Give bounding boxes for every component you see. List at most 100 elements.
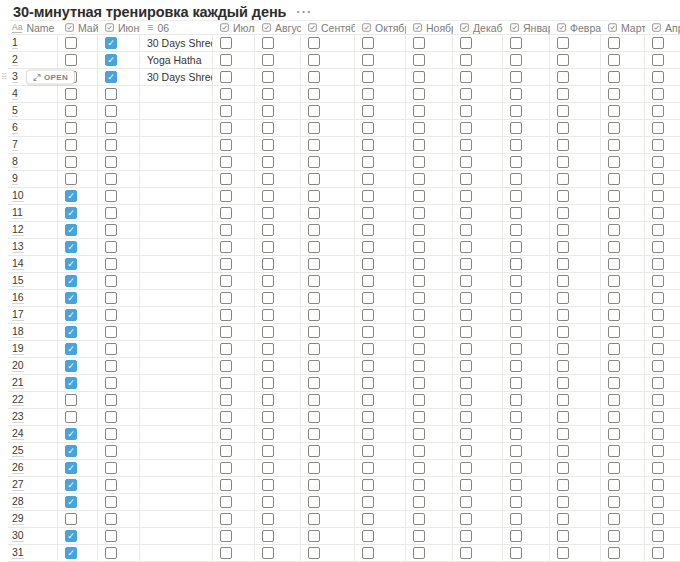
column-header-4[interactable]: Июль: [213, 21, 255, 34]
checkbox-unchecked[interactable]: [413, 224, 425, 236]
checkbox-unchecked[interactable]: [220, 326, 232, 338]
name-cell[interactable]: 6: [8, 120, 58, 136]
checkbox-unchecked[interactable]: [557, 139, 569, 151]
checkbox-unchecked[interactable]: [460, 241, 472, 253]
checkbox-unchecked[interactable]: [413, 547, 425, 559]
checkbox-unchecked[interactable]: [652, 462, 664, 474]
checkbox-unchecked[interactable]: [413, 513, 425, 525]
checkbox-unchecked[interactable]: [262, 190, 274, 202]
checkbox-unchecked[interactable]: [105, 326, 117, 338]
checkbox-unchecked[interactable]: [557, 105, 569, 117]
checkbox-unchecked[interactable]: [362, 105, 374, 117]
checkbox-unchecked[interactable]: [510, 88, 522, 100]
cell-text[interactable]: [140, 171, 213, 187]
checkbox-unchecked[interactable]: [262, 530, 274, 542]
checkbox-checked[interactable]: [65, 309, 77, 321]
checkbox-unchecked[interactable]: [262, 360, 274, 372]
checkbox-unchecked[interactable]: [413, 258, 425, 270]
checkbox-unchecked[interactable]: [608, 241, 620, 253]
checkbox-unchecked[interactable]: [460, 343, 472, 355]
checkbox-unchecked[interactable]: [105, 258, 117, 270]
checkbox-unchecked[interactable]: [460, 530, 472, 542]
checkbox-unchecked[interactable]: [308, 377, 320, 389]
page-options-icon[interactable]: ···: [296, 7, 312, 17]
checkbox-unchecked[interactable]: [308, 547, 320, 559]
checkbox-unchecked[interactable]: [608, 394, 620, 406]
checkbox-unchecked[interactable]: [308, 105, 320, 117]
checkbox-unchecked[interactable]: [362, 530, 374, 542]
checkbox-unchecked[interactable]: [608, 343, 620, 355]
checkbox-unchecked[interactable]: [608, 496, 620, 508]
checkbox-unchecked[interactable]: [608, 207, 620, 219]
name-cell[interactable]: 31: [8, 545, 58, 561]
checkbox-unchecked[interactable]: [362, 241, 374, 253]
checkbox-unchecked[interactable]: [362, 173, 374, 185]
checkbox-unchecked[interactable]: [510, 156, 522, 168]
checkbox-unchecked[interactable]: [460, 173, 472, 185]
checkbox-unchecked[interactable]: [308, 173, 320, 185]
name-cell[interactable]: 22: [8, 392, 58, 408]
checkbox-checked[interactable]: [65, 241, 77, 253]
row-title[interactable]: 30: [12, 530, 24, 542]
row-title[interactable]: 2: [12, 54, 18, 66]
checkbox-unchecked[interactable]: [608, 309, 620, 321]
name-cell[interactable]: 14: [8, 256, 58, 272]
row-title[interactable]: 14: [12, 258, 24, 270]
checkbox-unchecked[interactable]: [220, 377, 232, 389]
checkbox-unchecked[interactable]: [308, 88, 320, 100]
checkbox-unchecked[interactable]: [308, 309, 320, 321]
name-cell[interactable]: 24: [8, 426, 58, 442]
checkbox-unchecked[interactable]: [413, 71, 425, 83]
checkbox-unchecked[interactable]: [308, 292, 320, 304]
checkbox-unchecked[interactable]: [460, 479, 472, 491]
cell-text[interactable]: Yoga Hatha: [140, 52, 213, 68]
checkbox-unchecked[interactable]: [220, 207, 232, 219]
checkbox-unchecked[interactable]: [105, 173, 117, 185]
checkbox-unchecked[interactable]: [220, 71, 232, 83]
name-cell[interactable]: 23: [8, 409, 58, 425]
checkbox-unchecked[interactable]: [460, 54, 472, 66]
name-cell[interactable]: 26: [8, 460, 58, 476]
checkbox-unchecked[interactable]: [105, 105, 117, 117]
checkbox-unchecked[interactable]: [510, 275, 522, 287]
checkbox-unchecked[interactable]: [413, 496, 425, 508]
checkbox-unchecked[interactable]: [608, 445, 620, 457]
checkbox-unchecked[interactable]: [510, 224, 522, 236]
checkbox-unchecked[interactable]: [262, 258, 274, 270]
checkbox-unchecked[interactable]: [105, 190, 117, 202]
checkbox-unchecked[interactable]: [362, 496, 374, 508]
checkbox-unchecked[interactable]: [262, 139, 274, 151]
checkbox-unchecked[interactable]: [105, 139, 117, 151]
checkbox-unchecked[interactable]: [262, 394, 274, 406]
checkbox-unchecked[interactable]: [220, 88, 232, 100]
checkbox-unchecked[interactable]: [262, 173, 274, 185]
row-title[interactable]: 25: [12, 445, 24, 457]
name-cell[interactable]: 13: [8, 239, 58, 255]
name-cell[interactable]: 17: [8, 307, 58, 323]
checkbox-unchecked[interactable]: [220, 37, 232, 49]
checkbox-unchecked[interactable]: [308, 496, 320, 508]
checkbox-checked[interactable]: [65, 207, 77, 219]
name-cell[interactable]: 20: [8, 358, 58, 374]
checkbox-unchecked[interactable]: [262, 479, 274, 491]
cell-text[interactable]: [140, 528, 213, 544]
checkbox-unchecked[interactable]: [652, 547, 664, 559]
row-title[interactable]: 18: [12, 326, 24, 338]
checkbox-unchecked[interactable]: [220, 394, 232, 406]
checkbox-unchecked[interactable]: [262, 122, 274, 134]
checkbox-unchecked[interactable]: [308, 190, 320, 202]
checkbox-unchecked[interactable]: [105, 88, 117, 100]
checkbox-unchecked[interactable]: [262, 224, 274, 236]
name-cell[interactable]: 21: [8, 375, 58, 391]
checkbox-unchecked[interactable]: [220, 309, 232, 321]
checkbox-unchecked[interactable]: [105, 411, 117, 423]
checkbox-unchecked[interactable]: [510, 411, 522, 423]
checkbox-unchecked[interactable]: [608, 479, 620, 491]
checkbox-unchecked[interactable]: [413, 173, 425, 185]
checkbox-unchecked[interactable]: [413, 377, 425, 389]
checkbox-unchecked[interactable]: [105, 122, 117, 134]
checkbox-unchecked[interactable]: [220, 445, 232, 457]
checkbox-unchecked[interactable]: [608, 105, 620, 117]
cell-text[interactable]: [140, 188, 213, 204]
checkbox-unchecked[interactable]: [413, 309, 425, 321]
